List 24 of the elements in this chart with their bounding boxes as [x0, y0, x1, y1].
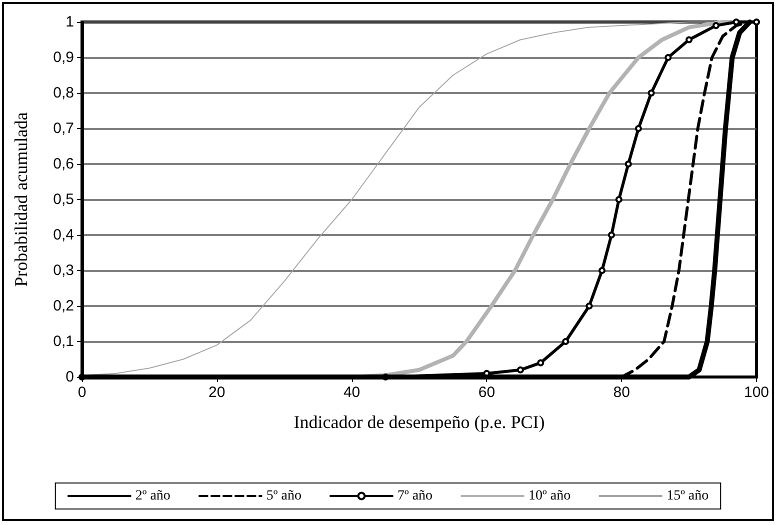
y-tick-label: 0,9 — [53, 49, 74, 66]
y-tick-label: 0 — [66, 368, 74, 386]
x-tick-label: 100 — [744, 384, 769, 401]
y-tick-label: 0,3 — [53, 262, 74, 279]
y-tick-label: 0,4 — [53, 226, 74, 244]
y-tick-label: 0,1 — [53, 333, 74, 350]
legend-label: 7º año — [397, 488, 433, 504]
y-tick-label: 0,5 — [53, 191, 74, 208]
x-axis-title: Indicador de desempeño (p.e. PCI) — [294, 412, 545, 432]
x-tick-label: 60 — [478, 384, 496, 401]
x-tick-label: 0 — [78, 384, 86, 401]
legend-label: 10º año — [528, 488, 571, 504]
legend-label: 5º año — [266, 488, 302, 504]
y-tick-label: 0,2 — [53, 298, 74, 314]
y-tick-label: 1 — [66, 14, 74, 30]
x-tick-label: 40 — [343, 384, 360, 401]
y-tick-label: 0,7 — [53, 120, 74, 137]
y-tick-label: 0,6 — [53, 156, 74, 172]
x-tick-label: 80 — [613, 384, 630, 401]
y-tick-label: 0,8 — [53, 84, 74, 102]
y-axis-title: Probabilidad acumulada — [11, 112, 31, 287]
legend-label: 15º año — [666, 488, 709, 504]
x-tick-label: 20 — [208, 384, 226, 401]
legend-label: 2º año — [135, 488, 170, 504]
